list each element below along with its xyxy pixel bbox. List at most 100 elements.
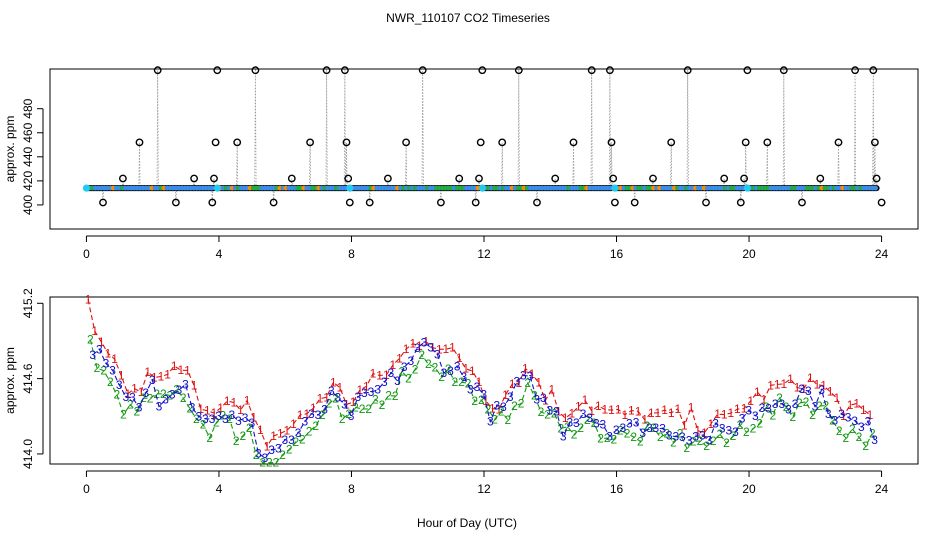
- top-series-connector: [86, 68, 878, 203]
- bottom-series-1-point: 1: [582, 393, 589, 407]
- bottom-y-tick-label: 414.0: [21, 439, 35, 469]
- bottom-x-tick-label: 20: [742, 482, 756, 496]
- bottom-series-1-point: 1: [575, 400, 582, 414]
- top-segment-start-point: [743, 184, 751, 192]
- bottom-series-3-point: 3: [692, 429, 699, 443]
- bottom-series-1-point: 1: [403, 342, 410, 356]
- bottom-series-2-point: 2: [789, 410, 796, 424]
- bottom-series-1-point: 1: [701, 426, 708, 440]
- bottom-series-1-point: 1: [562, 411, 569, 425]
- bottom-y-tick-label: 415.2: [21, 288, 35, 318]
- bottom-series-3-point: 3: [712, 416, 719, 430]
- bottom-series-3-point: 3: [626, 417, 633, 431]
- bottom-series-2-point: 2: [326, 397, 333, 411]
- bottom-series-1-point: 1: [443, 342, 450, 356]
- bottom-series-3-point: 3: [566, 416, 573, 430]
- top-spike-point: [269, 198, 278, 207]
- bottom-series-3-point: 3: [619, 421, 626, 435]
- bottom-series-2-point: 2: [352, 400, 359, 414]
- bottom-series-3-point: 3: [606, 429, 613, 443]
- bottom-x-tick-label: 8: [348, 482, 355, 496]
- bottom-series-2-point: 2: [564, 420, 571, 434]
- bottom-y-tick-label: 414.6: [21, 363, 35, 393]
- bottom-series-1-point: 1: [641, 413, 648, 427]
- top-x-tick-label: 16: [610, 247, 624, 261]
- bottom-series-1-point: 1: [655, 406, 662, 420]
- bottom-series-1-point: 1: [237, 403, 244, 417]
- bottom-series-2-point: 2: [133, 404, 140, 418]
- bottom-series-1-point: 1: [111, 352, 118, 366]
- bottom-series-1-point: 1: [290, 417, 297, 431]
- bottom-series-3-point: 3: [600, 418, 607, 432]
- bottom-series-3-point: 3: [520, 369, 527, 383]
- bottom-series-2-point: 2: [551, 406, 558, 420]
- bottom-series-1-point: 1: [489, 402, 496, 416]
- bottom-series-2-point: 2: [332, 391, 339, 405]
- bottom-series-1-point: 1: [343, 398, 350, 412]
- bottom-series-1-point: 1: [184, 363, 191, 377]
- bottom-series-1-point: 1: [429, 341, 436, 355]
- top-spike-point: [606, 66, 614, 75]
- top-spike-point: [471, 198, 480, 207]
- top-spike-point: [211, 138, 220, 147]
- bottom-series-2-point: 2: [597, 432, 604, 446]
- top-spike-point: [609, 174, 618, 183]
- bottom-series-1-point: 1: [277, 426, 284, 440]
- bottom-series-1-point: 1: [370, 367, 377, 381]
- bottom-series-3-point: 3: [745, 404, 752, 418]
- bottom-series-1-point: 1: [462, 362, 469, 376]
- top-spike-point: [869, 66, 878, 75]
- top-spike-point: [533, 198, 541, 207]
- top-y-tick-label: 400: [21, 195, 35, 215]
- bottom-series-2-point: 2: [683, 441, 690, 455]
- bottom-series-2-point: 2: [604, 431, 611, 445]
- bottom-series-2-point: 2: [114, 388, 121, 402]
- top-spike-point: [763, 138, 772, 147]
- bottom-series-2-point: 2: [584, 413, 591, 427]
- bottom-series-2-point: 2: [405, 372, 412, 386]
- bottom-series-1-line: [87, 299, 871, 448]
- bottom-series-3-point: 3: [288, 433, 295, 447]
- top-segment-start-point: [213, 184, 221, 192]
- bottom-series-3-point: 3: [527, 369, 534, 383]
- bottom-series-2-point: 2: [359, 402, 366, 416]
- bottom-series-3-point: 3: [162, 393, 169, 407]
- bottom-series-3-point: 3: [460, 370, 467, 384]
- bottom-series-1-point: 1: [635, 404, 642, 418]
- bottom-series-3-point: 3: [480, 387, 487, 401]
- top-spike-point: [587, 66, 596, 75]
- bottom-series-1-point: 1: [840, 409, 847, 423]
- bottom-series-1-point: 1: [178, 363, 185, 377]
- bottom-series-1-point: 1: [330, 375, 337, 389]
- top-x-tick-label: 4: [216, 247, 223, 261]
- bottom-series-3-point: 3: [739, 411, 746, 425]
- bottom-series-2-point: 2: [743, 425, 750, 439]
- bottom-series-1-point: 1: [549, 383, 556, 397]
- bottom-series-2-point: 2: [246, 421, 253, 435]
- top-spike-point: [210, 174, 218, 183]
- top-segment-start-point: [611, 184, 619, 192]
- bottom-series-2-point: 2: [180, 391, 187, 405]
- bottom-series-1-point: 1: [98, 335, 105, 349]
- bottom-series-3-point: 3: [474, 380, 481, 394]
- bottom-series-1-point: 1: [158, 370, 165, 384]
- bottom-series-3-point: 3: [209, 412, 216, 426]
- bottom-series-3-point: 3: [215, 409, 222, 423]
- bottom-series-3-point: 3: [407, 354, 414, 368]
- bottom-series-2-point: 2: [829, 414, 836, 428]
- bottom-series-3-point: 3: [275, 442, 282, 456]
- bottom-series-2-point: 2: [432, 361, 439, 375]
- bottom-series-3-point: 3: [123, 390, 130, 404]
- bottom-series-3-point: 3: [354, 390, 361, 404]
- bottom-series-2-point: 2: [167, 389, 174, 403]
- bottom-series-1-point: 1: [105, 346, 112, 360]
- bottom-series-3-point: 3: [195, 410, 202, 424]
- top-spike-point: [475, 174, 483, 183]
- bottom-series-2-point: 2: [253, 448, 260, 462]
- bottom-series-3-line: [92, 341, 876, 459]
- bottom-series-2-point: 2: [670, 436, 677, 450]
- bottom-series-2-point: 2: [173, 383, 180, 397]
- bottom-series-2-point: 2: [478, 393, 485, 407]
- top-spike-point: [551, 174, 560, 183]
